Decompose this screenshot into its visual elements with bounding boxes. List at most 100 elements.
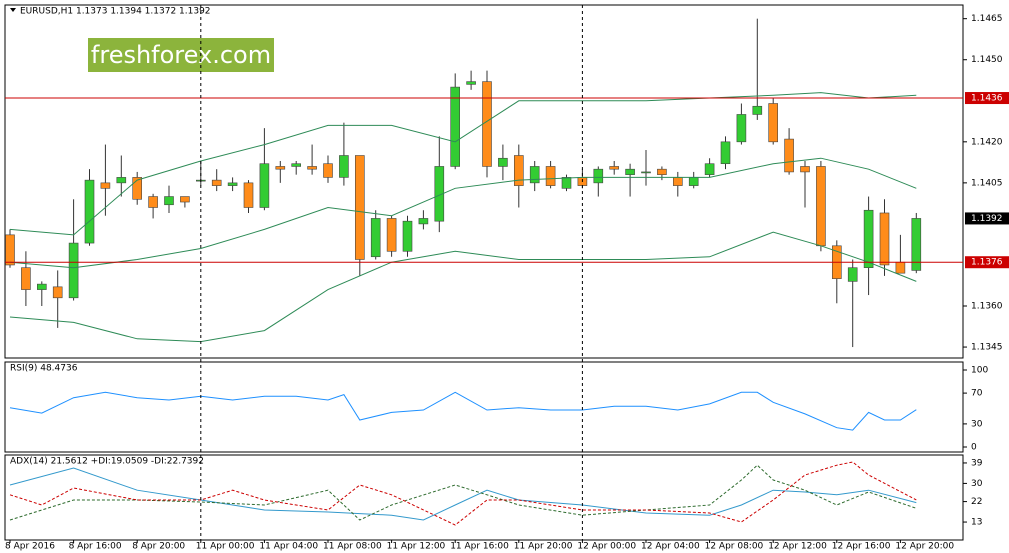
y-tick-label: 1.1420	[971, 137, 1003, 147]
y-tick-label: 39	[971, 458, 983, 468]
candle-body	[68, 242, 79, 299]
candle-body	[641, 171, 651, 174]
candle-body	[593, 168, 604, 184]
last-price-label: 1.1392	[971, 214, 1003, 224]
y-tick-label: 70	[971, 389, 983, 399]
candle-body	[784, 138, 794, 173]
candle-body	[21, 267, 31, 290]
x-tick-label: 12 Apr 08:00	[705, 542, 764, 552]
candle-body	[323, 163, 333, 178]
candle-body	[275, 166, 286, 170]
candle-body	[466, 81, 476, 85]
x-tick-label: 11 Apr 04:00	[259, 542, 318, 552]
y-tick-label: 30	[971, 479, 983, 489]
x-tick-label: 11 Apr 00:00	[196, 542, 255, 552]
y-tick-label: 1.1465	[971, 14, 1003, 24]
y-tick-label: 0	[971, 442, 977, 452]
x-tick-label: 12 Apr 16:00	[832, 542, 891, 552]
candle-body	[561, 177, 572, 189]
last-price-box	[965, 212, 1009, 225]
level-label: 1.1376	[971, 258, 1003, 268]
x-tick-label: 11 Apr 16:00	[450, 542, 509, 552]
candle-body	[418, 218, 429, 225]
candle-body	[339, 155, 349, 178]
candle-body	[164, 196, 174, 206]
candle-body	[243, 182, 254, 208]
candle-body	[370, 218, 381, 258]
candle-body	[657, 168, 667, 175]
candle-body	[148, 196, 158, 208]
y-tick-label: 100	[971, 366, 988, 376]
candle-body	[704, 163, 715, 175]
series-line	[9, 467, 917, 521]
candle-body	[227, 182, 238, 186]
candle-body	[291, 163, 302, 167]
panel-title: RSI(9) 48.4736	[10, 364, 78, 374]
candle-body	[768, 103, 779, 143]
y-tick-label: 30	[971, 419, 983, 429]
series-line	[9, 461, 917, 526]
x-tick-label: 8 Apr 2016	[5, 542, 55, 552]
candle-body	[863, 209, 874, 268]
candle-body	[529, 166, 540, 184]
candle-body	[5, 234, 15, 266]
candle-body	[450, 86, 461, 167]
x-tick-label: 11 Apr 20:00	[514, 542, 573, 552]
series-line	[9, 464, 917, 521]
candle-body	[672, 177, 683, 186]
candle-body	[211, 179, 222, 186]
panel-frame	[4, 4, 964, 359]
series-line	[9, 231, 917, 343]
level-box	[965, 256, 1009, 269]
level-box	[965, 92, 1009, 105]
candle-body	[911, 218, 922, 271]
x-tick-label: 12 Apr 00:00	[577, 542, 636, 552]
candle-body	[720, 141, 731, 165]
candle-body	[100, 182, 111, 189]
series-line	[9, 391, 917, 431]
x-tick-label: 8 Apr 20:00	[132, 542, 185, 552]
watermark: freshforex.com	[91, 41, 271, 69]
candle-body	[482, 81, 492, 167]
y-tick-label: 1.1450	[971, 55, 1003, 65]
candle-body	[132, 177, 142, 200]
candle-body	[800, 166, 810, 173]
series-line	[9, 157, 917, 269]
y-tick-label: 22	[971, 497, 982, 507]
x-tick-label: 12 Apr 20:00	[895, 542, 954, 552]
watermark-box	[88, 38, 274, 72]
y-tick-label: 13	[971, 518, 982, 528]
candle-body	[116, 177, 127, 184]
candle-body	[609, 166, 620, 170]
x-tick-label: 8 Apr 16:00	[69, 542, 122, 552]
candle-body	[847, 267, 858, 282]
menu-icon	[10, 8, 16, 12]
candle-body	[545, 166, 556, 186]
candle-body	[36, 283, 47, 290]
candle-body	[752, 105, 763, 115]
candle-body	[816, 166, 826, 247]
candle-body	[402, 220, 413, 252]
candle-body	[513, 155, 524, 186]
x-tick-label: 12 Apr 04:00	[641, 542, 700, 552]
candle-body	[354, 155, 365, 260]
x-tick-label: 11 Apr 08:00	[323, 542, 382, 552]
candle-body	[625, 168, 635, 175]
panel-frame	[4, 454, 964, 541]
candle-body	[498, 157, 508, 167]
candle-body	[736, 114, 747, 143]
y-tick-label: 1.1345	[971, 343, 1003, 353]
candle-body	[386, 218, 397, 252]
candle-body	[879, 212, 890, 266]
candle-body	[895, 261, 906, 274]
candle-body	[84, 179, 95, 244]
candle-body	[688, 177, 699, 186]
candle-body	[434, 166, 445, 222]
candle-body	[52, 286, 63, 299]
panel-frame	[4, 361, 964, 453]
candle-body	[259, 163, 270, 208]
series-line	[9, 92, 917, 236]
x-tick-label: 11 Apr 12:00	[387, 542, 446, 552]
level-label: 1.1436	[971, 94, 1003, 104]
